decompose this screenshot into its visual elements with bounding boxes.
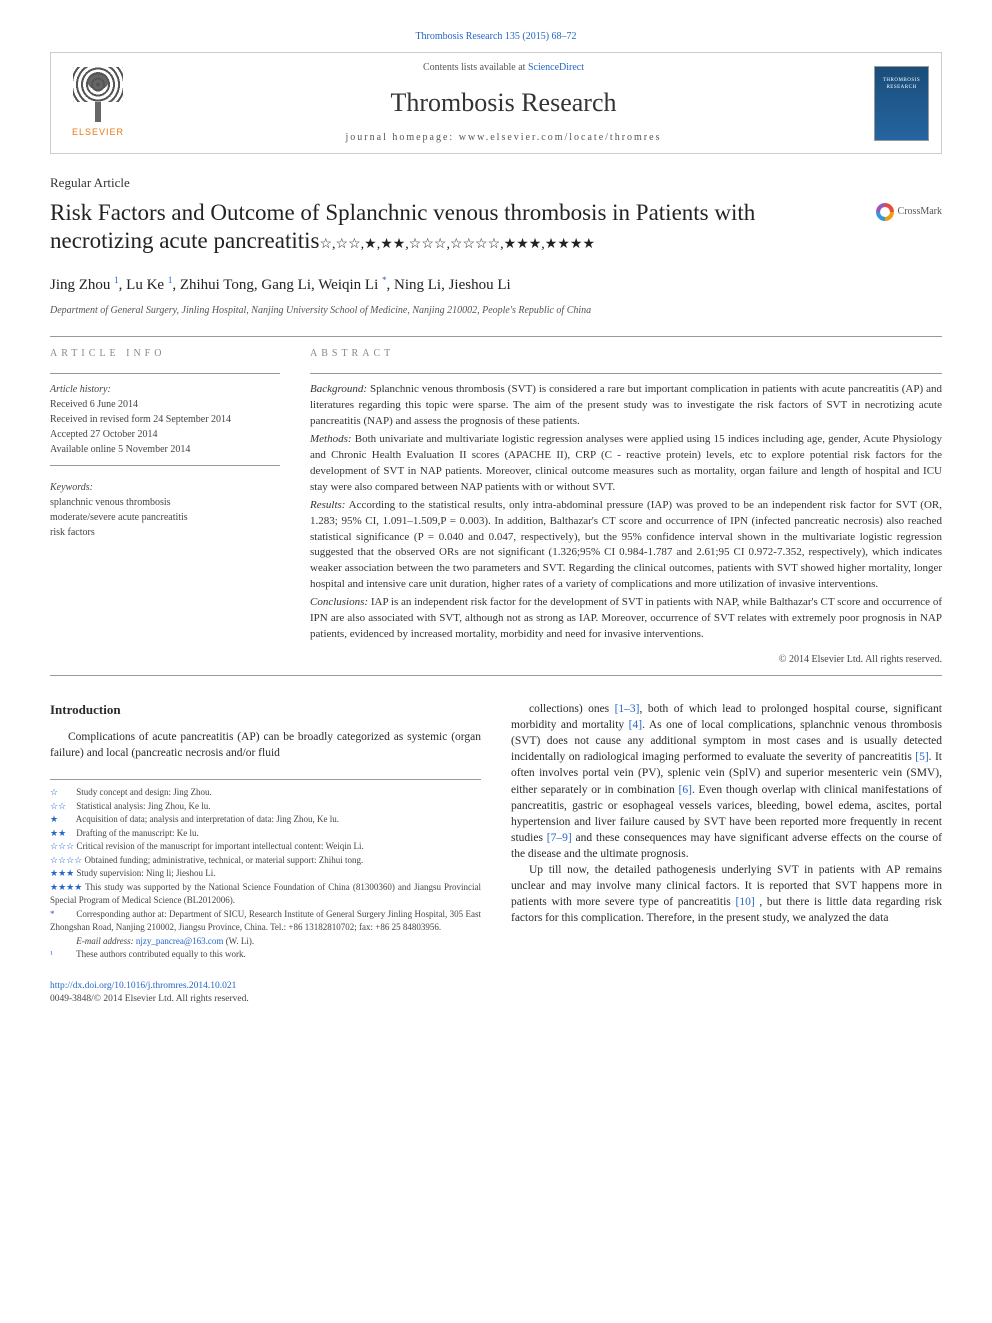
running-head: Thrombosis Research 135 (2015) 68–72 xyxy=(50,30,942,44)
journal-header: ELSEVIER Contents lists available at Sci… xyxy=(50,52,942,154)
received-date: Received 6 June 2014 xyxy=(50,397,280,412)
abstract-heading: abstract xyxy=(310,347,942,361)
footnote: ★★★ Study supervision: Ning li; Jieshou … xyxy=(50,867,481,881)
abstract-copyright: © 2014 Elsevier Ltd. All rights reserved… xyxy=(310,653,942,667)
homepage-url[interactable]: www.elsevier.com/locate/thromres xyxy=(459,132,662,143)
abstract-methods: Both univariate and multivariate logisti… xyxy=(310,433,942,493)
title-footnote-marks: ☆,☆☆,★,★★,☆☆☆,☆☆☆☆,★★★,★★★★ xyxy=(319,237,595,252)
journal-cover-thumbnail xyxy=(874,66,929,141)
homepage-prefix: journal homepage: xyxy=(346,132,459,143)
footnote: ☆ Study concept and design: Jing Zhou. xyxy=(50,786,481,800)
crossmark-icon xyxy=(876,203,894,221)
keyword: splanchnic venous thrombosis xyxy=(50,495,280,510)
footnote: ★ Acquisition of data; analysis and inte… xyxy=(50,813,481,827)
divider xyxy=(50,336,942,337)
footnotes: ☆ Study concept and design: Jing Zhou.☆☆… xyxy=(50,779,481,962)
abstract-background: Splanchnic venous thrombosis (SVT) is co… xyxy=(310,383,942,427)
affiliation: Department of General Surgery, Jinling H… xyxy=(50,304,942,318)
abstract-conclusions: IAP is an independent risk factor for th… xyxy=(310,596,942,640)
journal-title: Thrombosis Research xyxy=(133,85,874,121)
online-date: Available online 5 November 2014 xyxy=(50,442,280,457)
intro-paragraph-3: Up till now, the detailed pathogenesis u… xyxy=(511,862,942,926)
revised-date: Received in revised form 24 September 20… xyxy=(50,412,280,427)
journal-homepage: journal homepage: www.elsevier.com/locat… xyxy=(133,131,874,145)
contents-prefix: Contents lists available at xyxy=(423,62,528,73)
accepted-date: Accepted 27 October 2014 xyxy=(50,427,280,442)
footnote: ★★ Drafting of the manuscript: Ke lu. xyxy=(50,827,481,841)
page-footer: http://dx.doi.org/10.1016/j.thromres.201… xyxy=(50,980,942,1007)
doi-link[interactable]: http://dx.doi.org/10.1016/j.thromres.201… xyxy=(50,981,236,991)
sciencedirect-link[interactable]: ScienceDirect xyxy=(528,62,584,73)
contents-available: Contents lists available at ScienceDirec… xyxy=(133,61,874,75)
abstract-body: Background: Splanchnic venous thrombosis… xyxy=(310,382,942,643)
abstract-results-label: Results: xyxy=(310,499,345,511)
keywords-label: Keywords: xyxy=(50,480,280,495)
elsevier-logo: ELSEVIER xyxy=(63,63,133,143)
footnote: E-mail address: njzy_pancrea@163.com (W.… xyxy=(50,935,481,949)
elsevier-tree-icon xyxy=(73,67,123,122)
footnote: * Corresponding author at: Department of… xyxy=(50,908,481,935)
keywords-block: Keywords: splanchnic venous thrombosismo… xyxy=(50,480,280,540)
crossmark-label: CrossMark xyxy=(898,205,942,219)
footnote: ¹ These authors contributed equally to t… xyxy=(50,948,481,962)
abstract-conclusions-label: Conclusions: xyxy=(310,596,368,608)
abstract-results: According to the statistical results, on… xyxy=(310,499,942,591)
article-type: Regular Article xyxy=(50,174,942,192)
intro-paragraph-2: collections) ones [1–3], both of which l… xyxy=(511,701,942,862)
crossmark-badge[interactable]: CrossMark xyxy=(876,203,942,221)
footnote: ☆☆☆☆ Obtained funding; administrative, t… xyxy=(50,854,481,868)
keyword: risk factors xyxy=(50,525,280,540)
history-label: Article history: xyxy=(50,382,280,397)
abstract-background-label: Background: xyxy=(310,383,367,395)
footnote: ☆☆ Statistical analysis: Jing Zhou, Ke l… xyxy=(50,800,481,814)
issn-copyright: 0049-3848/© 2014 Elsevier Ltd. All right… xyxy=(50,994,249,1004)
introduction-heading: Introduction xyxy=(50,701,481,719)
divider xyxy=(50,373,280,374)
abstract-methods-label: Methods: xyxy=(310,433,352,445)
footnote: ☆☆☆ Critical revision of the manuscript … xyxy=(50,840,481,854)
intro-paragraph-1: Complications of acute pancreatitis (AP)… xyxy=(50,729,481,761)
keyword: moderate/severe acute pancreatitis xyxy=(50,510,280,525)
article-history: Article history: Received 6 June 2014 Re… xyxy=(50,382,280,457)
article-title: Risk Factors and Outcome of Splanchnic v… xyxy=(50,199,856,257)
footnote: ★★★★ This study was supported by the Nat… xyxy=(50,881,481,908)
divider xyxy=(50,465,280,466)
elsevier-wordmark: ELSEVIER xyxy=(72,126,124,139)
divider xyxy=(50,675,942,676)
author-list: Jing Zhou 1, Lu Ke 1, Zhihui Tong, Gang … xyxy=(50,274,942,296)
article-info-heading: article info xyxy=(50,347,280,361)
divider xyxy=(310,373,942,374)
